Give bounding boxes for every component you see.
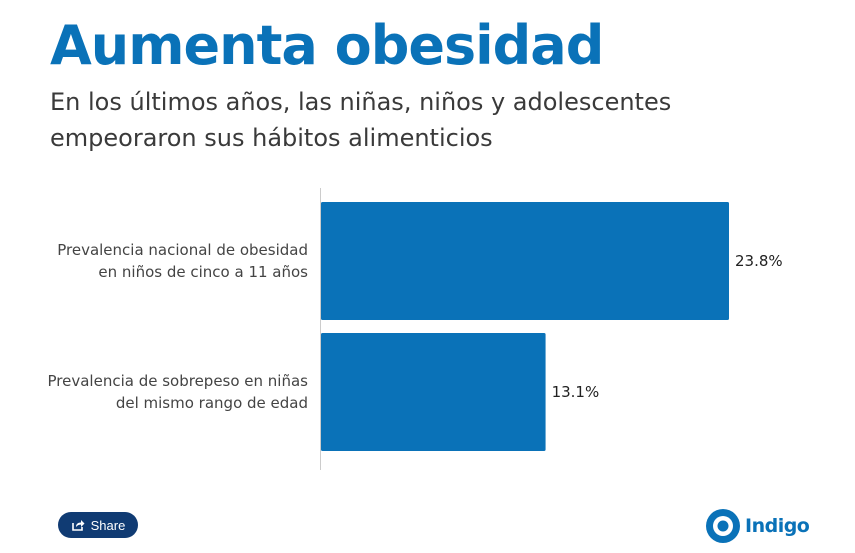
indigo-logo-mark: [706, 509, 740, 543]
chart-subtitle: En los últimos años, las niñas, niños y …: [50, 88, 672, 152]
share-button[interactable]: Share: [58, 512, 138, 538]
category-label-2: Prevalencia de sobrepeso en niñas del mis…: [48, 372, 309, 412]
share-label: Share: [90, 517, 126, 533]
share-icon: [71, 519, 85, 531]
bar-2: [321, 333, 546, 451]
value-label-1: 23.8%: [735, 252, 783, 270]
bar-chart: 23.8% Prevalencia nacional de obesidad en …: [48, 188, 783, 470]
logo-text: Indigo: [745, 515, 810, 537]
chart-title: Aumenta obesidad: [50, 14, 604, 77]
category-label-1: Prevalencia nacional de obesidad en niños…: [57, 241, 308, 281]
indigo-logo: Indigo: [705, 508, 810, 544]
value-label-2: 13.1%: [552, 383, 600, 401]
bar-1: [321, 202, 729, 320]
